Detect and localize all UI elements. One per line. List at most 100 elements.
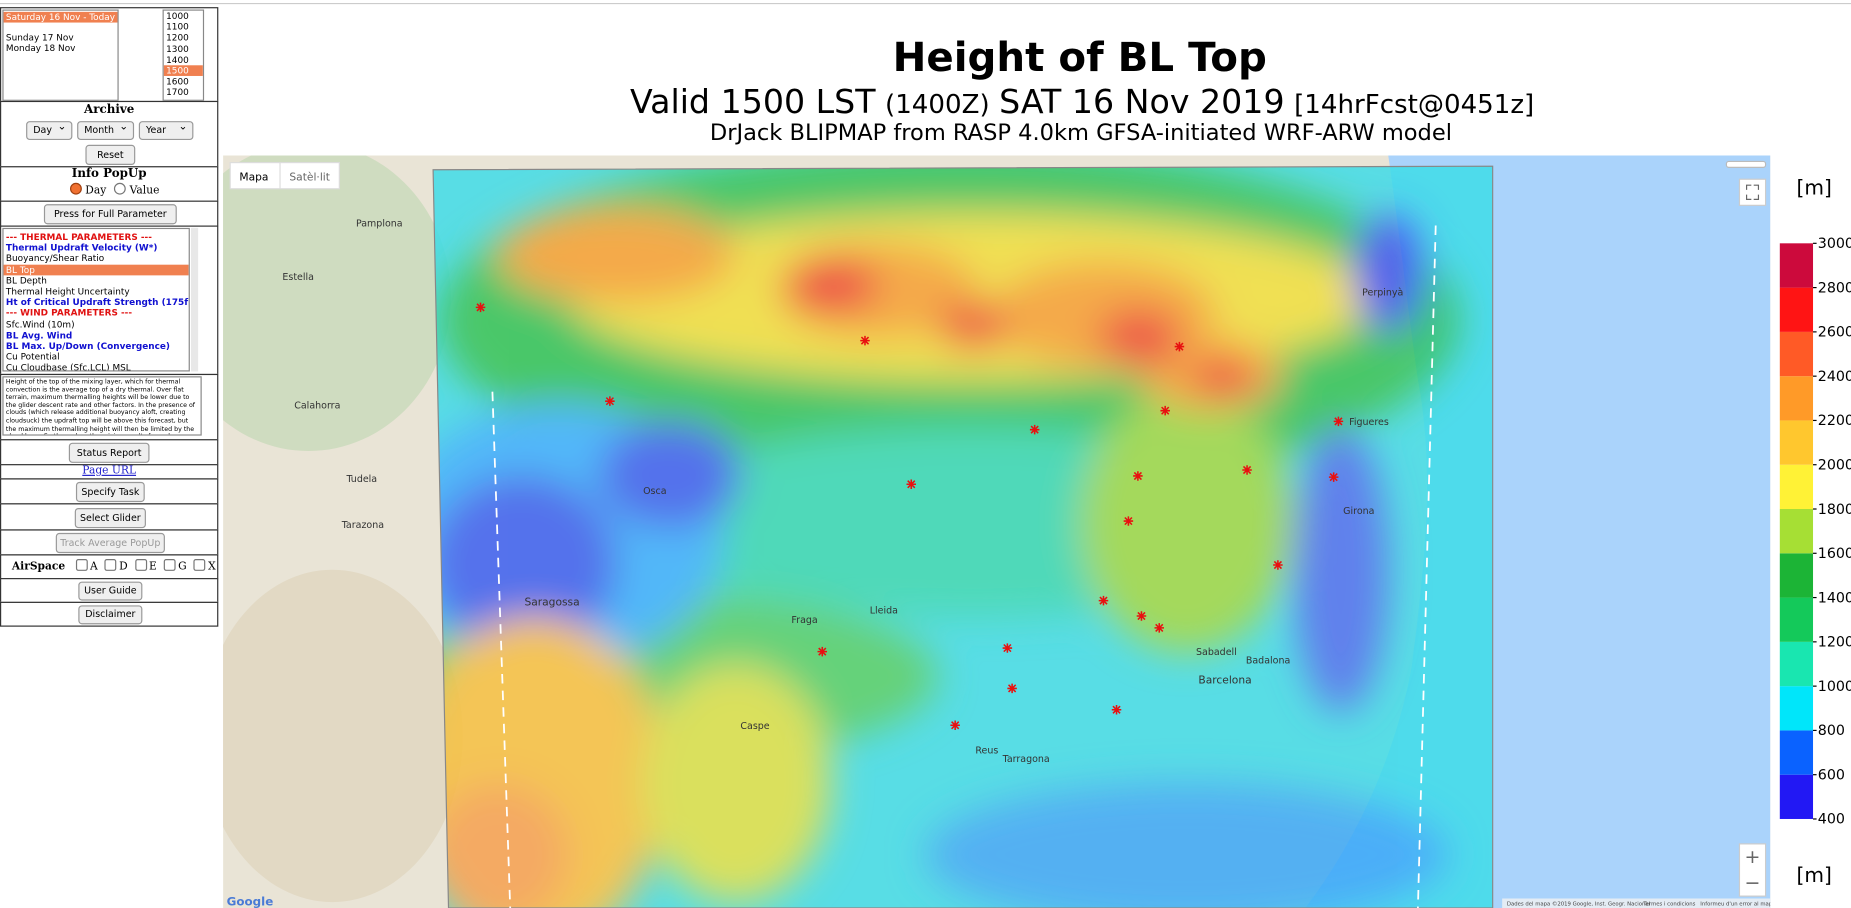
site-marker bbox=[1002, 643, 1013, 653]
place-label: Reus bbox=[975, 746, 998, 757]
full-set-button[interactable]: Press for Full Parameter Set bbox=[43, 204, 177, 237]
checkbox[interactable] bbox=[75, 559, 88, 571]
zoom-in[interactable]: + bbox=[1745, 846, 1761, 868]
radio[interactable] bbox=[114, 182, 127, 195]
map-type-control[interactable] bbox=[229, 162, 340, 190]
checkbox[interactable] bbox=[163, 559, 176, 571]
colorbar-tick-label: 2000 bbox=[1818, 457, 1851, 473]
report-link[interactable]: Informeu d'un error al mapa bbox=[1700, 902, 1775, 908]
terms-link[interactable]: Termes i condicions bbox=[1642, 902, 1695, 908]
parameter-item: Buoyancy/Shear Ratio bbox=[5, 253, 105, 264]
user-guide-button[interactable]: User Guide bbox=[78, 581, 143, 601]
description: Height of the top of the mixing layer, w… bbox=[2, 376, 202, 436]
fullscreen-icon bbox=[1745, 184, 1760, 200]
site-marker bbox=[1160, 405, 1170, 416]
radio-group: Day Value bbox=[70, 182, 160, 198]
parameter-list[interactable]: --- THERMAL PARAMETERS --- Thermal Updraf… bbox=[2, 227, 190, 372]
radio-label: Value bbox=[129, 185, 160, 198]
fullscreen-button[interactable] bbox=[1738, 178, 1767, 206]
site-markers bbox=[475, 302, 1344, 730]
satellite-button[interactable]: Satèl·lit bbox=[289, 170, 330, 183]
site-marker bbox=[860, 335, 870, 346]
day-select[interactable]: Day bbox=[26, 119, 73, 141]
glider-box: Select Glider bbox=[0, 503, 219, 531]
airspace-label: AirSpace bbox=[11, 561, 66, 574]
colorbar-tick-label: 600 bbox=[1818, 767, 1845, 783]
colorbar-tick-label: 2200 bbox=[1818, 413, 1851, 429]
colorbar-band bbox=[1779, 509, 1814, 554]
terrain bbox=[223, 569, 463, 903]
colorbar-unit: [m] bbox=[1797, 863, 1832, 887]
date-list[interactable]: Saturday 16 Nov - Today Sunday 17 Nov Mond… bbox=[2, 9, 119, 101]
model: DrJack BLIPMAP from RASP 4.0km GFSA-init… bbox=[710, 120, 1452, 146]
month-select[interactable]: Month bbox=[77, 119, 135, 141]
parameter-item: Thermal Updraft Velocity (W*) bbox=[5, 242, 158, 254]
site-marker bbox=[1174, 341, 1185, 352]
colorbar-tick-label: 800 bbox=[1818, 723, 1845, 739]
place-label: Caspe bbox=[740, 721, 769, 732]
checkbox[interactable] bbox=[134, 559, 147, 571]
map: Pamplona Estella Calahorra Tudela Tarazo… bbox=[223, 155, 1775, 908]
time-list[interactable]: 1000 1100 1200 1300 1400 1500 1600 1700 bbox=[162, 9, 205, 101]
place-label: Figueres bbox=[1349, 417, 1389, 428]
track-button: Track Average PopUp bbox=[55, 532, 165, 554]
site-marker bbox=[1123, 516, 1134, 526]
forecast-overlay bbox=[433, 166, 1493, 908]
colorbar: 400 600 800 1000 1200 1400 1600 1800 2000 2200 240… bbox=[1779, 236, 1851, 828]
time-item: 1200 bbox=[166, 32, 189, 44]
place-labels: Pamplona Estella Calahorra Tudela Tarazo… bbox=[282, 219, 1403, 765]
year-select[interactable]: Year bbox=[138, 119, 194, 141]
attribution: Dades del mapa ©2019 Google, Inst. Geogr… bbox=[1507, 901, 1650, 908]
colorbar-band bbox=[1779, 331, 1814, 377]
scrollbar bbox=[191, 227, 199, 372]
disclaimer-button[interactable]: Disclaimer bbox=[78, 605, 143, 625]
site-marker bbox=[1328, 472, 1339, 482]
checkbox[interactable] bbox=[104, 559, 117, 571]
forecast: [14hrFcst@0451z] bbox=[1294, 90, 1534, 120]
colorbar-tick-label: 3000 bbox=[1818, 236, 1851, 252]
place-label: Osca bbox=[643, 486, 666, 497]
colorbar-tick-label: 2800 bbox=[1818, 280, 1851, 296]
colorbar-unit: [m] bbox=[1797, 176, 1832, 200]
boundary bbox=[491, 391, 512, 908]
colorbar-band bbox=[1779, 243, 1814, 288]
site-marker bbox=[1111, 705, 1122, 715]
checkbox-label: A bbox=[90, 561, 98, 574]
opacity-slider[interactable] bbox=[1725, 160, 1767, 168]
colorbar-band bbox=[1779, 376, 1814, 421]
task-button[interactable]: Specify Task bbox=[75, 481, 145, 503]
terrain bbox=[223, 155, 451, 451]
info-popup-title: Info PopUp bbox=[71, 167, 147, 181]
google-logo: Google bbox=[227, 895, 274, 908]
site-marker bbox=[1154, 623, 1164, 633]
time-item: 1400 bbox=[166, 54, 189, 65]
time-item: 1000 bbox=[166, 10, 189, 22]
site-marker bbox=[950, 720, 960, 730]
date-item: Monday 18 Nov bbox=[5, 43, 76, 54]
page-url-link[interactable]: Page URL bbox=[82, 465, 137, 478]
archive-box: Archive Day Month Year Reset bbox=[0, 100, 219, 168]
archive-title: Archive bbox=[84, 103, 135, 117]
site-marker bbox=[475, 302, 486, 313]
zoom-out[interactable]: − bbox=[1745, 872, 1761, 894]
colorbar-tick-label: 1200 bbox=[1818, 635, 1851, 651]
radio-label: Day bbox=[85, 185, 107, 198]
colorbar-band bbox=[1779, 641, 1814, 687]
parameter-item: BL Max. Up/Down (Convergence) bbox=[5, 340, 170, 352]
map-button[interactable]: Mapa bbox=[239, 170, 268, 183]
colorbar-tick-label: 1400 bbox=[1818, 590, 1851, 606]
checkbox[interactable] bbox=[193, 559, 206, 571]
full-set-box: Press for Full Parameter Set bbox=[0, 200, 219, 237]
glider-button[interactable]: Select Glider bbox=[74, 508, 146, 529]
parameter-item: Ht of Critical Updraft Strength (175fpm) bbox=[5, 296, 190, 308]
site-marker bbox=[1133, 471, 1143, 481]
time-item: 1500 bbox=[163, 65, 203, 77]
place-label: Calahorra bbox=[294, 400, 340, 411]
colorbar-tick-label: 2400 bbox=[1818, 369, 1851, 385]
status-button[interactable]: Status Report bbox=[68, 442, 150, 463]
reset-button[interactable]: Reset bbox=[85, 144, 136, 165]
radio-checked[interactable] bbox=[70, 182, 82, 195]
zulu: (1400Z) bbox=[885, 90, 990, 120]
